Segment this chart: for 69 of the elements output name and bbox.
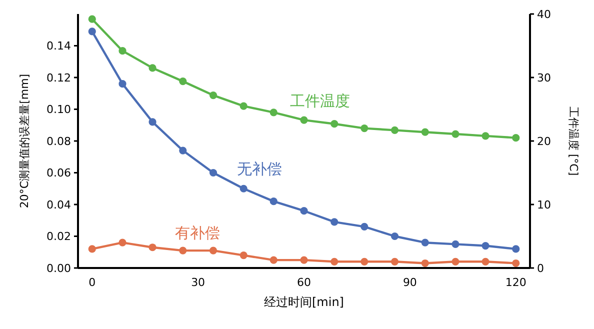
point [118, 80, 126, 88]
y2-tick-label: 40 [537, 8, 551, 21]
point [390, 232, 399, 240]
point [512, 245, 520, 253]
point [118, 47, 126, 55]
y-tick-label: 0.00 [46, 262, 71, 275]
y2-tick-label: 10 [537, 198, 551, 212]
point [179, 246, 187, 254]
point [88, 245, 96, 253]
point [300, 256, 308, 264]
point [209, 168, 218, 177]
x-tick-label: 30 [191, 276, 206, 289]
series-label: 无补偿 [237, 160, 282, 178]
y-tick-label: 0.12 [46, 71, 71, 84]
point [179, 78, 187, 86]
point [421, 238, 429, 246]
point [240, 252, 248, 260]
point [209, 91, 218, 100]
point [330, 218, 338, 226]
y2-tick-label: 0 [537, 262, 544, 275]
point [148, 244, 156, 252]
point [421, 128, 429, 136]
point [270, 198, 278, 206]
point [88, 28, 96, 36]
point [360, 222, 368, 231]
point [148, 118, 156, 126]
point [118, 238, 126, 246]
y-axis-title: 20°C测量值的误差量[mm] [18, 74, 31, 208]
point [330, 258, 338, 266]
x-axis-title: 经过时间[min] [264, 295, 344, 309]
point [390, 126, 399, 134]
point [300, 207, 308, 215]
x-tick-label: 60 [297, 276, 311, 289]
point [482, 258, 490, 266]
point [482, 242, 490, 250]
point [360, 124, 368, 132]
y-tick-label: 0.04 [46, 198, 71, 212]
point [390, 258, 399, 266]
point [270, 108, 278, 116]
point [452, 240, 460, 248]
point [240, 102, 248, 110]
y-tick-label: 0.06 [46, 166, 71, 180]
point [452, 258, 460, 266]
y-tick-label: 0.14 [46, 40, 71, 53]
series-label: 工件温度 [290, 92, 350, 110]
point [482, 132, 490, 140]
point [421, 259, 429, 268]
y2-tick-label: 30 [537, 71, 551, 84]
point [330, 120, 338, 128]
point [209, 246, 218, 254]
series-label: 有补偿 [175, 224, 220, 242]
point [360, 258, 368, 266]
point [88, 15, 96, 23]
point [512, 134, 520, 142]
point [270, 256, 278, 264]
point [179, 146, 187, 154]
point [240, 184, 248, 192]
point [300, 116, 308, 124]
y-tick-label: 0.08 [46, 134, 71, 148]
point [148, 64, 156, 72]
y2-axis-title: 工件温度 [°C] [567, 106, 580, 176]
x-tick-label: 0 [88, 276, 96, 289]
y-tick-label: 0.10 [46, 103, 71, 116]
point [452, 130, 460, 138]
y2-tick-label: 20 [537, 134, 551, 148]
point [512, 259, 520, 268]
y-tick-label: 0.02 [46, 230, 71, 244]
x-tick-label: 120 [505, 276, 526, 289]
x-tick-label: 90 [402, 276, 417, 289]
